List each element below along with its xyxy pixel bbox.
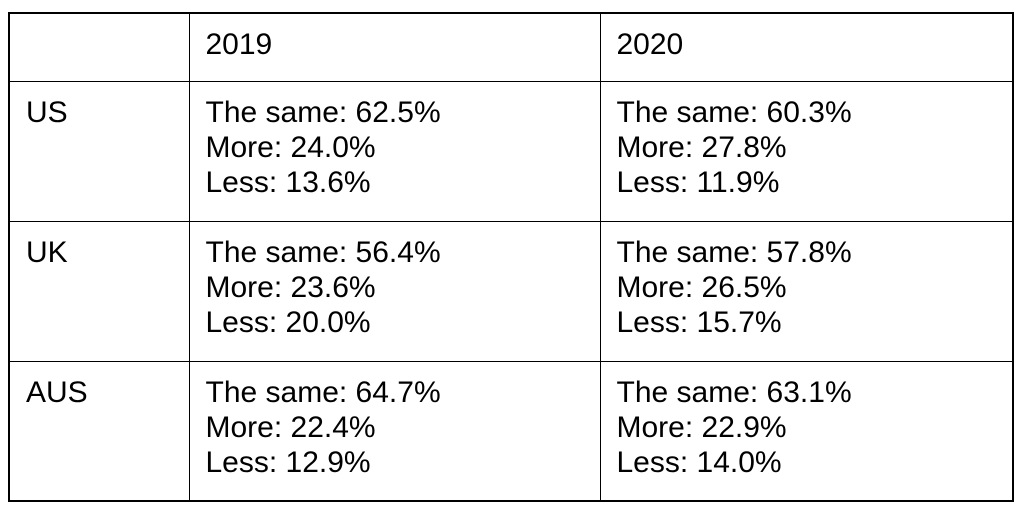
cell-line: Less: 14.0% — [616, 445, 782, 479]
cell-line: The same: 62.5% — [205, 95, 441, 129]
cell-line: More: 22.4% — [205, 410, 376, 444]
cell-aus-2020: The same: 63.1% More: 22.9% Less: 14.0% — [599, 360, 1014, 502]
row-label-us: US — [8, 80, 190, 222]
header-cell-2020: 2020 — [599, 12, 1014, 82]
header-cell-2019: 2019 — [188, 12, 601, 82]
cell-line: The same: 57.8% — [616, 235, 852, 269]
cell-line: Less: 15.7% — [616, 305, 782, 339]
cell-us-2019: The same: 62.5% More: 24.0% Less: 13.6% — [188, 80, 601, 222]
row-label-uk: UK — [8, 220, 190, 362]
cell-line: Less: 13.6% — [205, 165, 371, 199]
cell-line: The same: 60.3% — [616, 95, 852, 129]
table-header-row: 2019 2020 — [8, 12, 1014, 82]
cell-line: More: 24.0% — [205, 130, 376, 164]
table-row-aus: AUS The same: 64.7% More: 22.4% Less: 12… — [8, 360, 1014, 502]
header-cell-empty — [8, 12, 190, 82]
cell-line: More: 27.8% — [616, 130, 787, 164]
cell-line: Less: 12.9% — [205, 445, 371, 479]
cell-line: More: 23.6% — [205, 270, 376, 304]
table-row-uk: UK The same: 56.4% More: 23.6% Less: 20.… — [8, 220, 1014, 362]
cell-line: Less: 20.0% — [205, 305, 371, 339]
cell-line: The same: 56.4% — [205, 235, 441, 269]
cell-line: More: 26.5% — [616, 270, 787, 304]
row-label-aus: AUS — [8, 360, 190, 502]
cell-uk-2019: The same: 56.4% More: 23.6% Less: 20.0% — [188, 220, 601, 362]
cell-line: The same: 63.1% — [616, 375, 852, 409]
cell-line: Less: 11.9% — [616, 165, 780, 199]
cell-us-2020: The same: 60.3% More: 27.8% Less: 11.9% — [599, 80, 1014, 222]
survey-table: 2019 2020 US The same: 62.5% More: 24.0%… — [8, 12, 1014, 502]
cell-line: More: 22.9% — [616, 410, 787, 444]
cell-aus-2019: The same: 64.7% More: 22.4% Less: 12.9% — [188, 360, 601, 502]
table-row-us: US The same: 62.5% More: 24.0% Less: 13.… — [8, 80, 1014, 222]
cell-uk-2020: The same: 57.8% More: 26.5% Less: 15.7% — [599, 220, 1014, 362]
cell-line: The same: 64.7% — [205, 375, 441, 409]
